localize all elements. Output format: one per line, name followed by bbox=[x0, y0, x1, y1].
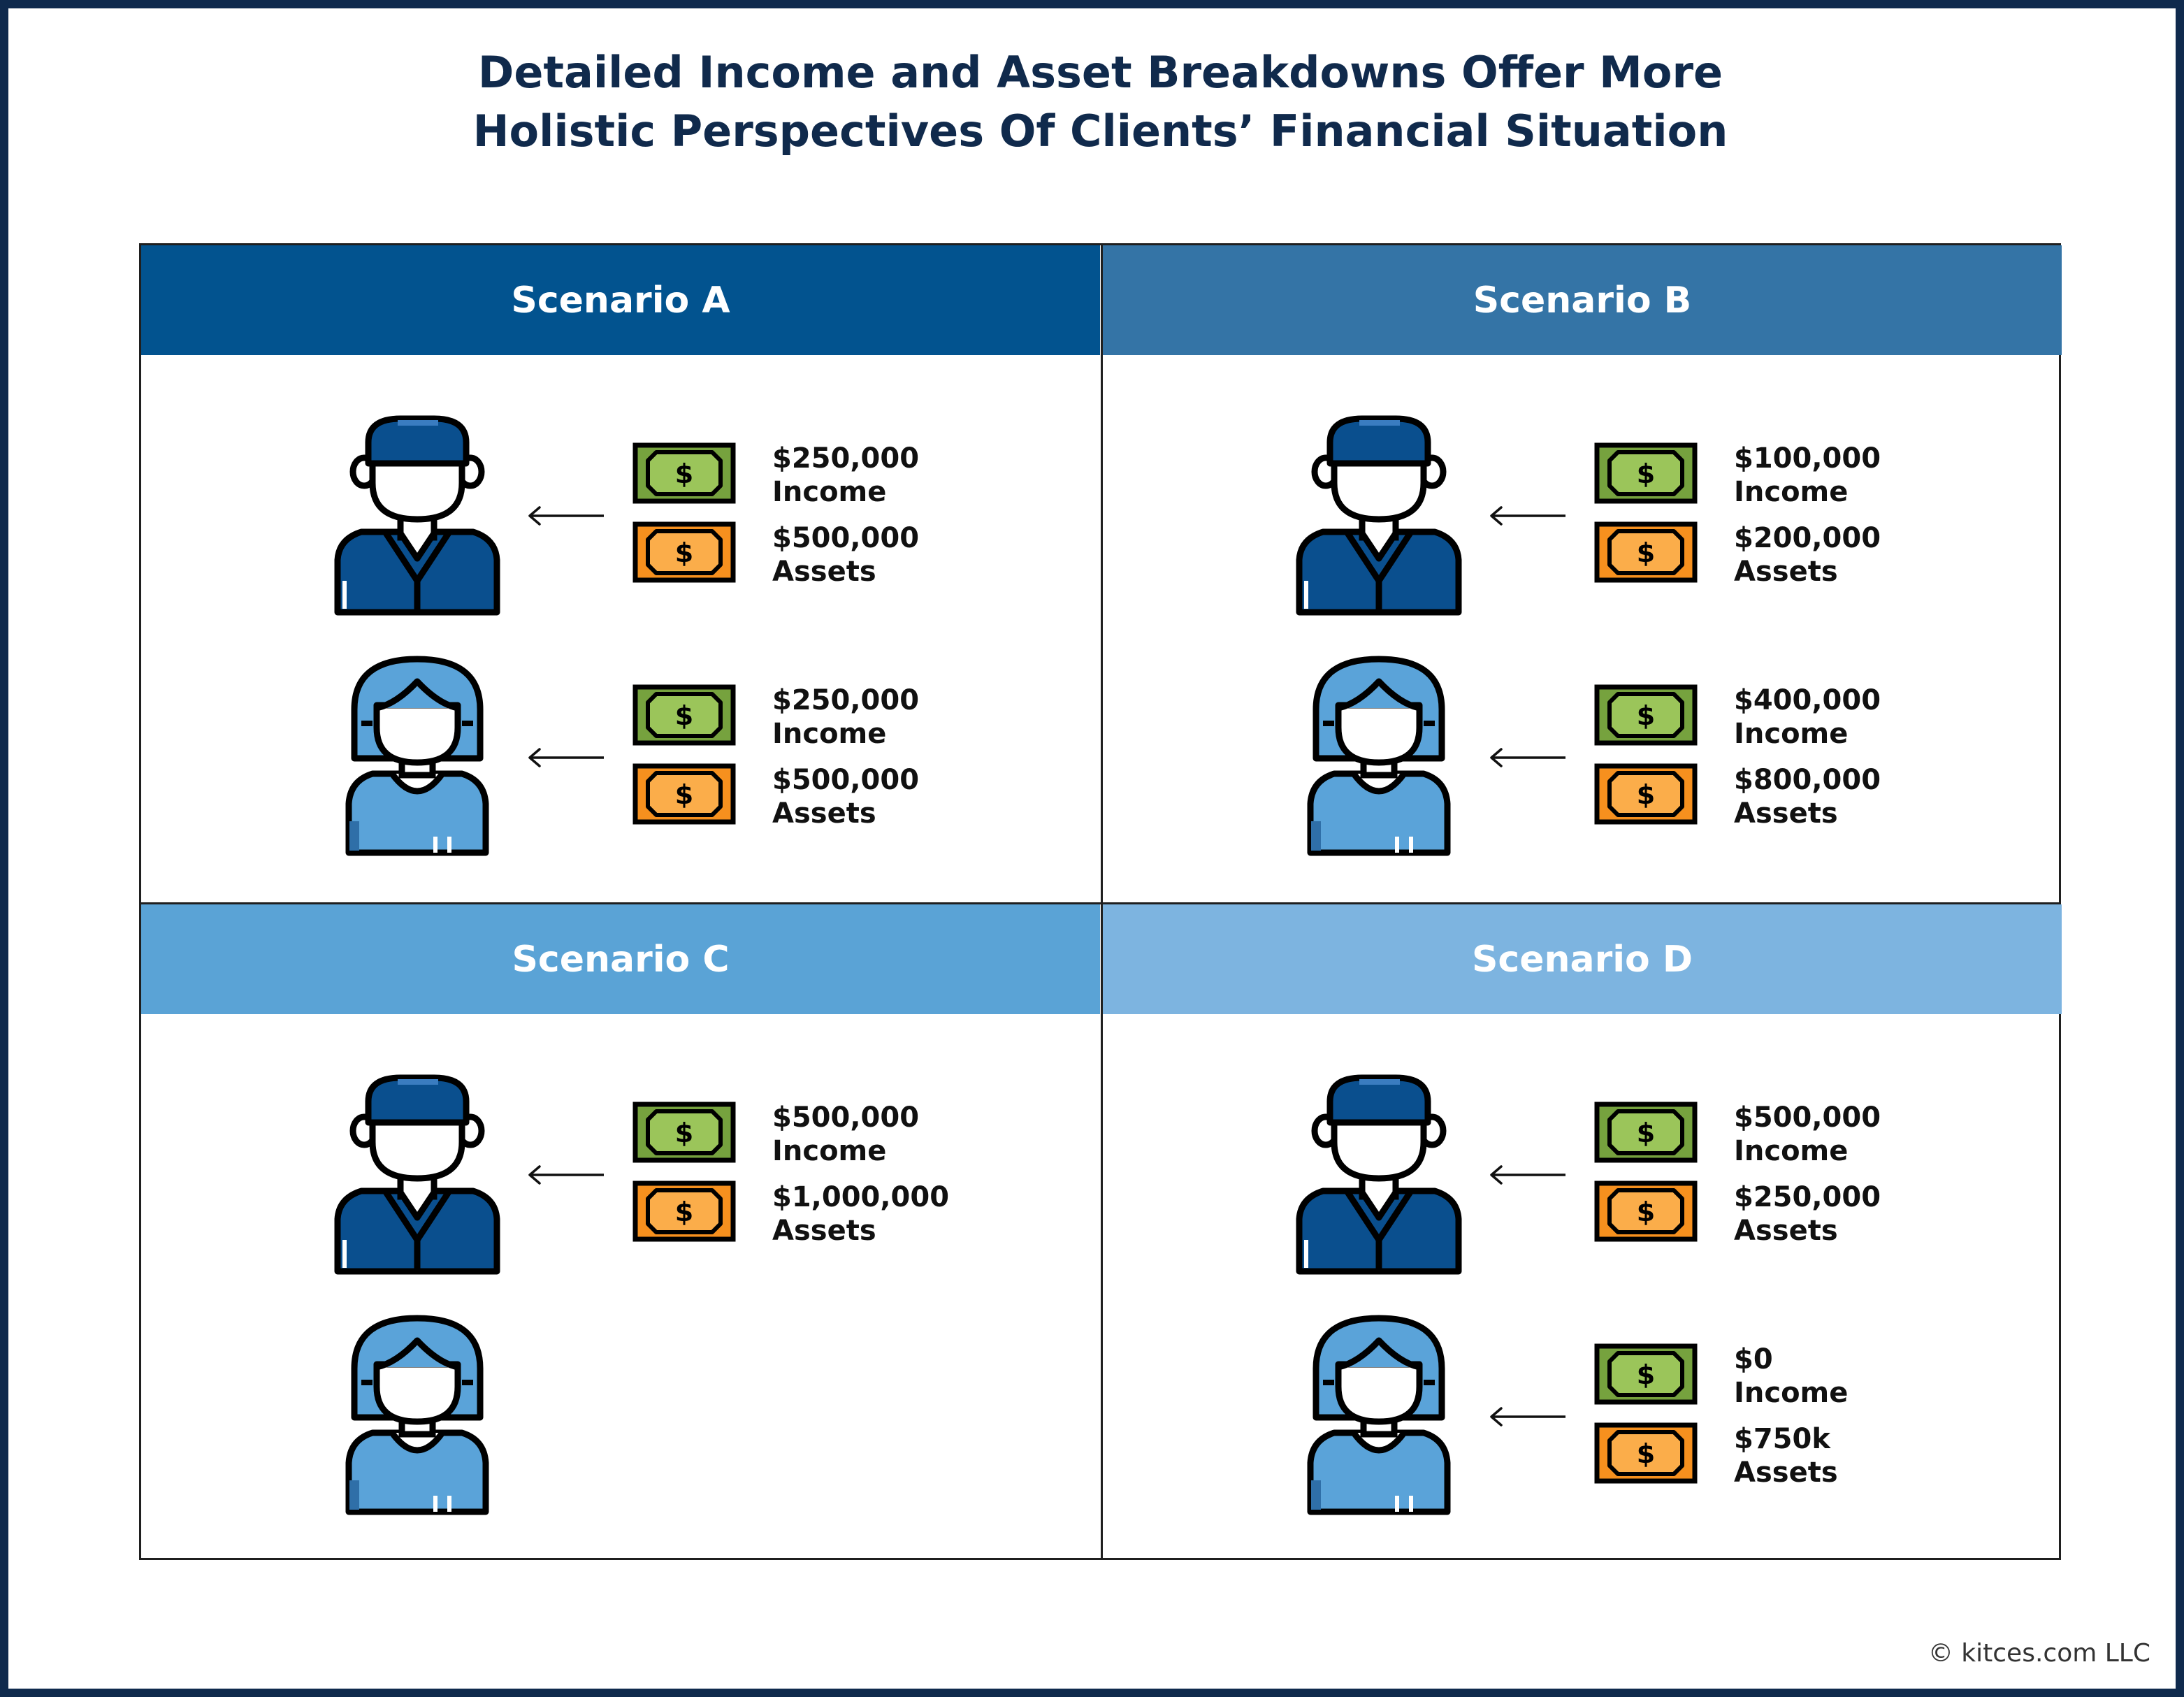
left-arrow-icon bbox=[1487, 1164, 1568, 1185]
scenario-d-panel: Scenario D $500,000 Income $250,000 Assets… bbox=[1103, 904, 2062, 1560]
woman-assets-value: $500,000 Assets bbox=[772, 764, 920, 830]
scenario-d-header: Scenario D bbox=[1103, 904, 2062, 1014]
woman-income-value: $400,000 Income bbox=[1734, 684, 1881, 750]
scenario-c-header: Scenario C bbox=[141, 904, 1100, 1014]
woman-avatar-icon bbox=[1295, 1313, 1463, 1515]
title-line-1: Detailed Income and Asset Breakdowns Off… bbox=[477, 47, 1723, 98]
man-avatar-icon bbox=[333, 413, 501, 616]
woman-avatar-icon bbox=[1295, 653, 1463, 856]
left-arrow-icon bbox=[526, 747, 607, 768]
man-avatar-icon bbox=[333, 1072, 501, 1275]
scenario-b-panel: Scenario B $100,000 Income $200,000 Assets… bbox=[1103, 245, 2062, 901]
copyright-footer: © kitces.com LLC bbox=[1928, 1639, 2150, 1668]
green-dollar-bill-icon bbox=[1594, 684, 1698, 746]
left-arrow-icon bbox=[1487, 505, 1568, 526]
man-assets-value: $250,000 Assets bbox=[1734, 1181, 1881, 1247]
woman-avatar-icon bbox=[333, 1313, 501, 1515]
woman-income-value: $0 Income bbox=[1734, 1343, 1849, 1409]
left-arrow-icon bbox=[526, 1164, 607, 1185]
green-dollar-bill-icon bbox=[1594, 1102, 1698, 1163]
green-dollar-bill-icon bbox=[632, 684, 736, 746]
green-dollar-bill-icon bbox=[632, 1102, 736, 1163]
orange-dollar-bill-icon bbox=[1594, 1422, 1698, 1484]
title-line-2: Holistic Perspectives Of Clients’ Financ… bbox=[472, 106, 1728, 157]
man-assets-value: $200,000 Assets bbox=[1734, 522, 1881, 588]
woman-avatar-icon bbox=[333, 653, 501, 856]
scenario-a-header: Scenario A bbox=[141, 245, 1100, 355]
green-dollar-bill-icon bbox=[632, 442, 736, 504]
orange-dollar-bill-icon bbox=[632, 521, 736, 583]
orange-dollar-bill-icon bbox=[1594, 763, 1698, 825]
scenario-a-panel: Scenario A $250,000 Income $500,000 Assets… bbox=[141, 245, 1100, 901]
orange-dollar-bill-icon bbox=[1594, 521, 1698, 583]
man-avatar-icon bbox=[1295, 413, 1463, 616]
green-dollar-bill-icon bbox=[1594, 442, 1698, 504]
scenario-grid: Scenario A $250,000 Income $500,000 Assets… bbox=[139, 243, 2062, 1560]
man-assets-value: $500,000 Assets bbox=[772, 522, 920, 588]
man-avatar-icon bbox=[1295, 1072, 1463, 1275]
green-dollar-bill-icon bbox=[1594, 1343, 1698, 1405]
left-arrow-icon bbox=[1487, 747, 1568, 768]
scenario-b-header: Scenario B bbox=[1103, 245, 2062, 355]
woman-income-value: $250,000 Income bbox=[772, 684, 920, 750]
man-income-value: $100,000 Income bbox=[1734, 442, 1881, 508]
orange-dollar-bill-icon bbox=[1594, 1180, 1698, 1242]
orange-dollar-bill-icon bbox=[632, 1180, 736, 1242]
man-income-value: $500,000 Income bbox=[772, 1102, 920, 1167]
orange-dollar-bill-icon bbox=[632, 763, 736, 825]
man-income-value: $500,000 Income bbox=[1734, 1102, 1881, 1167]
left-arrow-icon bbox=[526, 505, 607, 526]
scenario-c-panel: Scenario C $500,000 Income $1,000,000 Asse… bbox=[141, 904, 1100, 1560]
man-income-value: $250,000 Income bbox=[772, 442, 920, 508]
woman-assets-value: $800,000 Assets bbox=[1734, 764, 1881, 830]
man-assets-value: $1,000,000 Assets bbox=[772, 1181, 950, 1247]
vertical-divider bbox=[1101, 245, 1103, 1558]
horizontal-divider bbox=[141, 902, 2059, 904]
woman-assets-value: $750k Assets bbox=[1734, 1423, 1838, 1489]
left-arrow-icon bbox=[1487, 1406, 1568, 1427]
page-title: Detailed Income and Asset Breakdowns Off… bbox=[8, 43, 2184, 161]
